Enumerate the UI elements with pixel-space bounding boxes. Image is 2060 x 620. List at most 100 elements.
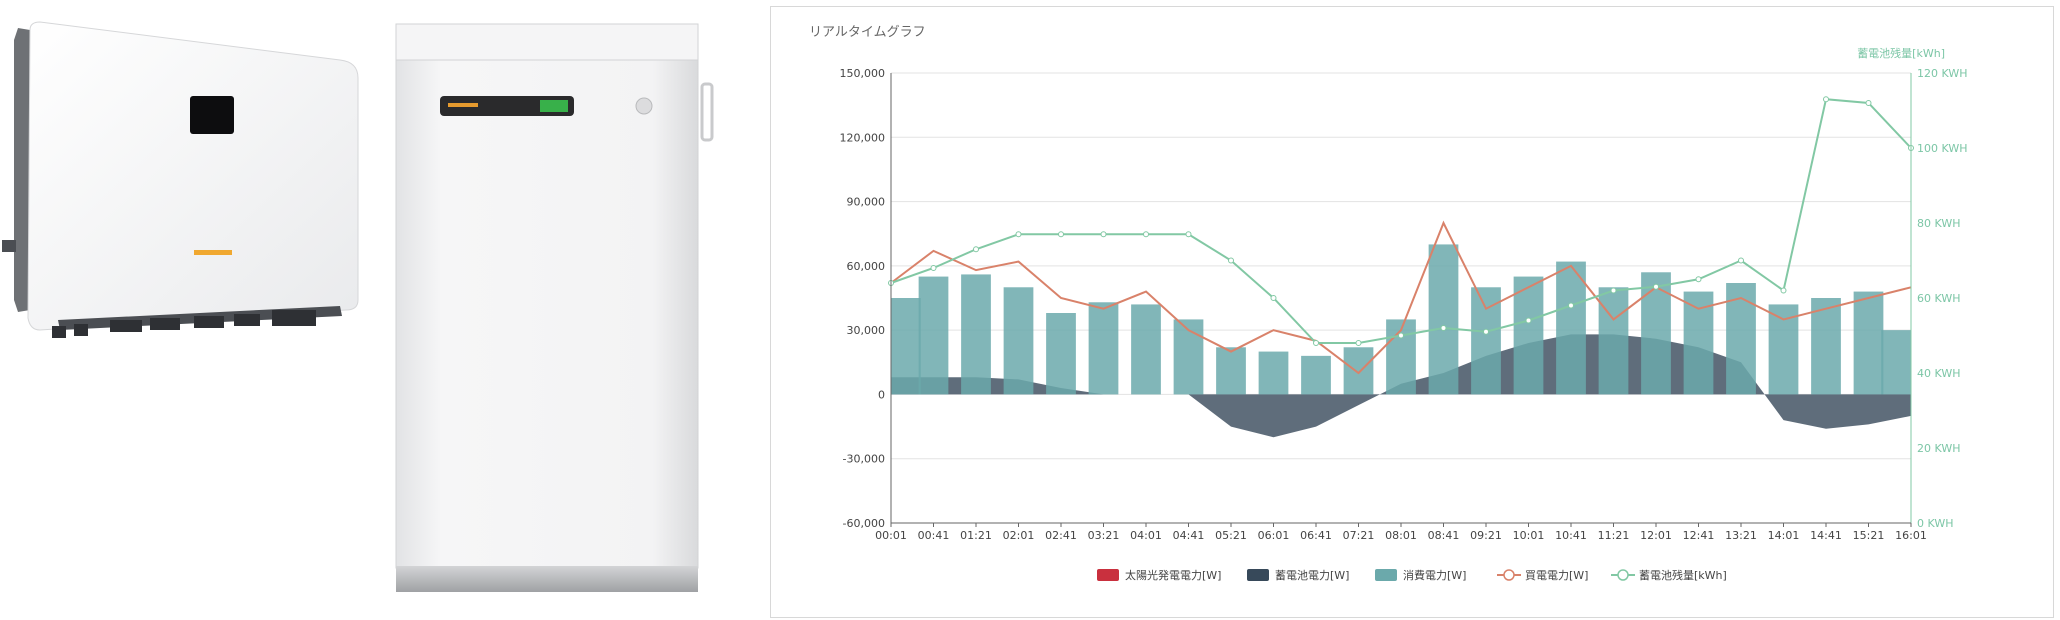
battery-level-point bbox=[1228, 257, 1234, 264]
battery-image bbox=[395, 23, 714, 592]
x-tick-label: 11:21 bbox=[1598, 529, 1630, 542]
y2-tick-label: 0 KWH bbox=[1917, 517, 1953, 530]
consumption-bar bbox=[1513, 276, 1544, 395]
x-tick-label: 00:41 bbox=[918, 529, 950, 542]
y2-tick-label: 100 KWH bbox=[1917, 142, 1967, 155]
legend: 太陽光発電電力[W] 蓄電池電力[W] 消費電力[W] 買電電力[W] 蓄電池残量[kW… bbox=[1097, 568, 1727, 582]
battery-level-point bbox=[1270, 295, 1277, 301]
x-tick-label: 10:01 bbox=[1513, 529, 1545, 542]
x-tick-label: 02:41 bbox=[1045, 529, 1077, 542]
consumption-bar bbox=[1173, 319, 1204, 395]
y2-tick-label: 20 KWH bbox=[1917, 442, 1960, 455]
y-tick-label: 0 bbox=[878, 388, 885, 401]
battery-level-point bbox=[1568, 302, 1574, 309]
inverter-image bbox=[2, 21, 359, 338]
x-tick-label: 16:01 bbox=[1895, 529, 1927, 542]
inverter-display-icon bbox=[190, 96, 234, 134]
battery-level-point bbox=[1185, 231, 1192, 238]
battery-level-point bbox=[1483, 328, 1489, 335]
battery-level-point bbox=[1823, 96, 1829, 103]
consumption-bar bbox=[1301, 355, 1331, 395]
consumption-bar bbox=[1088, 302, 1119, 395]
y2-tick-label: 60 KWH bbox=[1917, 292, 1960, 305]
consumption-bar bbox=[1881, 330, 1911, 395]
y-tick-label: 60,000 bbox=[847, 260, 886, 273]
x-tick-label: 13:21 bbox=[1725, 529, 1757, 542]
consumption-bar bbox=[1471, 287, 1501, 395]
consumption-bar bbox=[1811, 298, 1841, 395]
consumption-bar bbox=[1046, 313, 1076, 395]
x-tick-label: 14:01 bbox=[1768, 529, 1800, 542]
y2-axis-label: 蓄電池残量[kWh] bbox=[1857, 46, 1945, 60]
x-tick-label: 04:01 bbox=[1130, 529, 1162, 542]
x-tick-label: 02:01 bbox=[1003, 529, 1035, 542]
legend-label: 蓄電池残量[kWh] bbox=[1639, 568, 1727, 582]
y-tick-label: 150,000 bbox=[840, 67, 886, 80]
legend-label: 太陽光発電電力[W] bbox=[1125, 568, 1221, 582]
y-tick-label: 30,000 bbox=[847, 324, 886, 337]
y-tick-label: 120,000 bbox=[840, 131, 886, 144]
consumption-bar bbox=[1386, 319, 1416, 395]
legend-swatch-marker bbox=[1617, 569, 1629, 581]
battery-level-point bbox=[1398, 332, 1404, 339]
battery-level-point bbox=[1653, 283, 1659, 290]
battery-level-point bbox=[1058, 231, 1064, 238]
battery-level-point bbox=[1738, 257, 1744, 264]
x-tick-label: 15:21 bbox=[1853, 529, 1885, 542]
battery-level-point bbox=[1015, 231, 1022, 238]
battery-level-point bbox=[1355, 340, 1362, 346]
consumption-bar bbox=[1258, 351, 1289, 395]
consumption-bar bbox=[961, 274, 991, 395]
legend-swatch bbox=[1375, 569, 1397, 581]
consumption-bar bbox=[1556, 261, 1586, 395]
consumption-bar bbox=[1131, 304, 1161, 395]
realtime-graph-panel: リアルタイムグラフ -60,000 -30,000 0 30,000 60,000 90,… bbox=[770, 6, 2054, 618]
y2-tick-label: 40 KWH bbox=[1917, 367, 1960, 380]
panel-title: リアルタイムグラフ bbox=[809, 25, 926, 40]
purchase-power-line bbox=[890, 220, 1912, 375]
x-tick-label: 10:41 bbox=[1555, 529, 1587, 542]
x-tick-label: 09:21 bbox=[1470, 529, 1502, 542]
realtime-chart: -60,000 -30,000 0 30,000 60,000 90,000 120,000… bbox=[840, 46, 1968, 582]
consumption-bar bbox=[1641, 272, 1671, 395]
consumption-bar bbox=[1768, 304, 1799, 395]
product-images bbox=[2, 21, 714, 592]
consumption-bar bbox=[1003, 287, 1034, 395]
consumption-bar bbox=[1343, 347, 1374, 395]
brand-logo-icon bbox=[194, 250, 232, 255]
series-lines bbox=[888, 96, 1914, 375]
battery-level-point bbox=[1865, 100, 1872, 106]
axes: -60,000 -30,000 0 30,000 60,000 90,000 120,000… bbox=[840, 46, 1968, 542]
y-tick-label: -60,000 bbox=[843, 517, 885, 530]
battery-level-point bbox=[973, 246, 979, 253]
battery-level-point bbox=[930, 265, 937, 271]
legend-swatch-marker bbox=[1503, 569, 1515, 581]
x-tick-label: 05:21 bbox=[1215, 529, 1247, 542]
consumption-bar bbox=[918, 276, 949, 395]
legend-swatch bbox=[1247, 569, 1269, 581]
x-tick-label: 06:01 bbox=[1258, 529, 1290, 542]
legend-label: 消費電力[W] bbox=[1403, 568, 1466, 582]
consumption-bar bbox=[1853, 291, 1884, 395]
x-tick-label: 00:01 bbox=[875, 529, 907, 542]
y-tick-label: 90,000 bbox=[847, 196, 886, 209]
consumption-bar bbox=[1216, 347, 1246, 395]
y-tick-label: -30,000 bbox=[843, 453, 885, 466]
x-tick-label: 14:41 bbox=[1810, 529, 1842, 542]
legend-swatch bbox=[1097, 569, 1119, 581]
battery-level-point bbox=[1780, 287, 1787, 294]
consumption-bar bbox=[891, 298, 921, 395]
grid bbox=[891, 72, 1911, 524]
x-tick-label: 04:41 bbox=[1173, 529, 1205, 542]
consumption-bar bbox=[1428, 244, 1459, 395]
battery-level-point bbox=[1313, 340, 1319, 346]
consumption-bars bbox=[891, 244, 1911, 395]
power-button-icon bbox=[635, 97, 653, 115]
battery-level-point bbox=[1440, 325, 1447, 331]
x-tick-label: 06:41 bbox=[1300, 529, 1332, 542]
battery-level-point bbox=[1143, 231, 1149, 238]
consumption-bar bbox=[1726, 283, 1756, 395]
x-tick-label: 08:01 bbox=[1385, 529, 1417, 542]
battery-level-point bbox=[1610, 287, 1617, 294]
y2-tick-label: 80 KWH bbox=[1917, 217, 1960, 230]
